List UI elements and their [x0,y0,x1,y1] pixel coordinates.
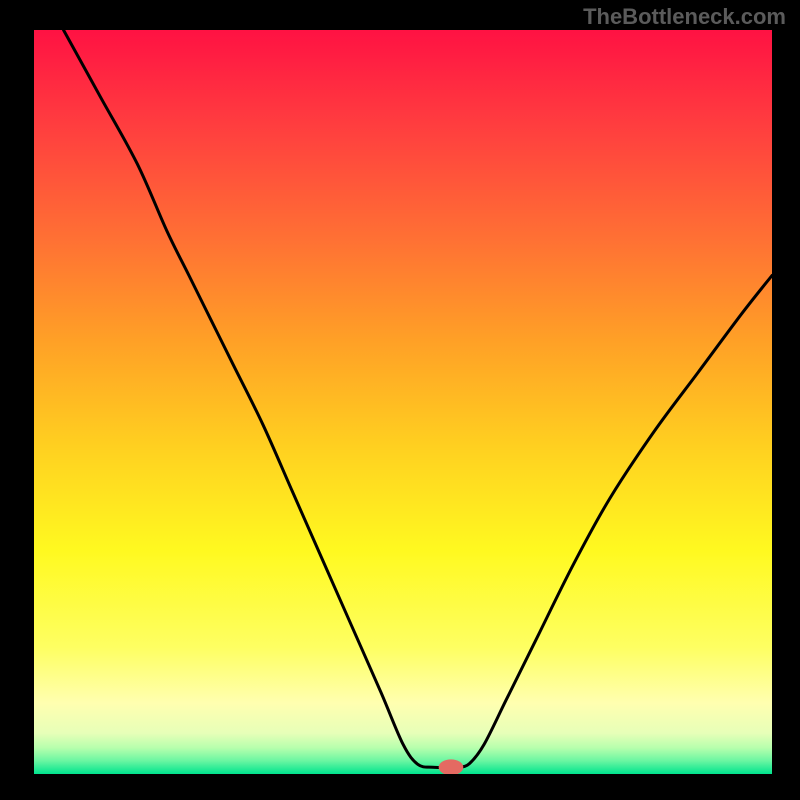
chart-background [34,30,772,774]
watermark-text: TheBottleneck.com [583,4,786,30]
optimum-marker [439,760,463,774]
bottleneck-chart [34,30,772,774]
chart-canvas: { "watermark": { "text": "TheBottleneck.… [0,0,800,800]
